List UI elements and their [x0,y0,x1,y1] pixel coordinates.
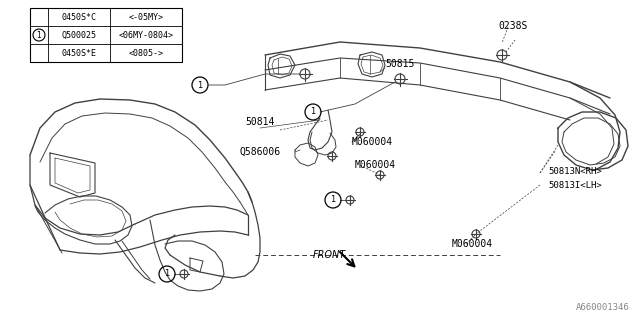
Text: 50814: 50814 [245,117,275,127]
Text: <-05MY>: <-05MY> [129,12,163,21]
Text: 1: 1 [36,30,42,39]
Text: M060004: M060004 [355,160,396,170]
Text: <06MY-0804>: <06MY-0804> [118,30,173,39]
Text: 50813N<RH>: 50813N<RH> [548,167,602,177]
Text: M060004: M060004 [452,239,493,249]
Text: 50815: 50815 [385,59,414,69]
Text: 1: 1 [197,81,203,90]
Text: 0238S: 0238S [498,21,527,31]
Text: 0450S*E: 0450S*E [61,49,97,58]
Text: <0805->: <0805-> [129,49,163,58]
Text: 1: 1 [310,108,316,116]
Text: FRONT: FRONT [313,250,346,260]
Text: 1: 1 [330,196,335,204]
Text: M060004: M060004 [352,137,393,147]
Text: Q586006: Q586006 [240,147,281,157]
Text: A660001346: A660001346 [576,303,630,312]
Text: 0450S*C: 0450S*C [61,12,97,21]
Text: 50813I<LH>: 50813I<LH> [548,180,602,189]
Text: 1: 1 [164,269,170,278]
Bar [30,8,182,62]
Text: Q500025: Q500025 [61,30,97,39]
